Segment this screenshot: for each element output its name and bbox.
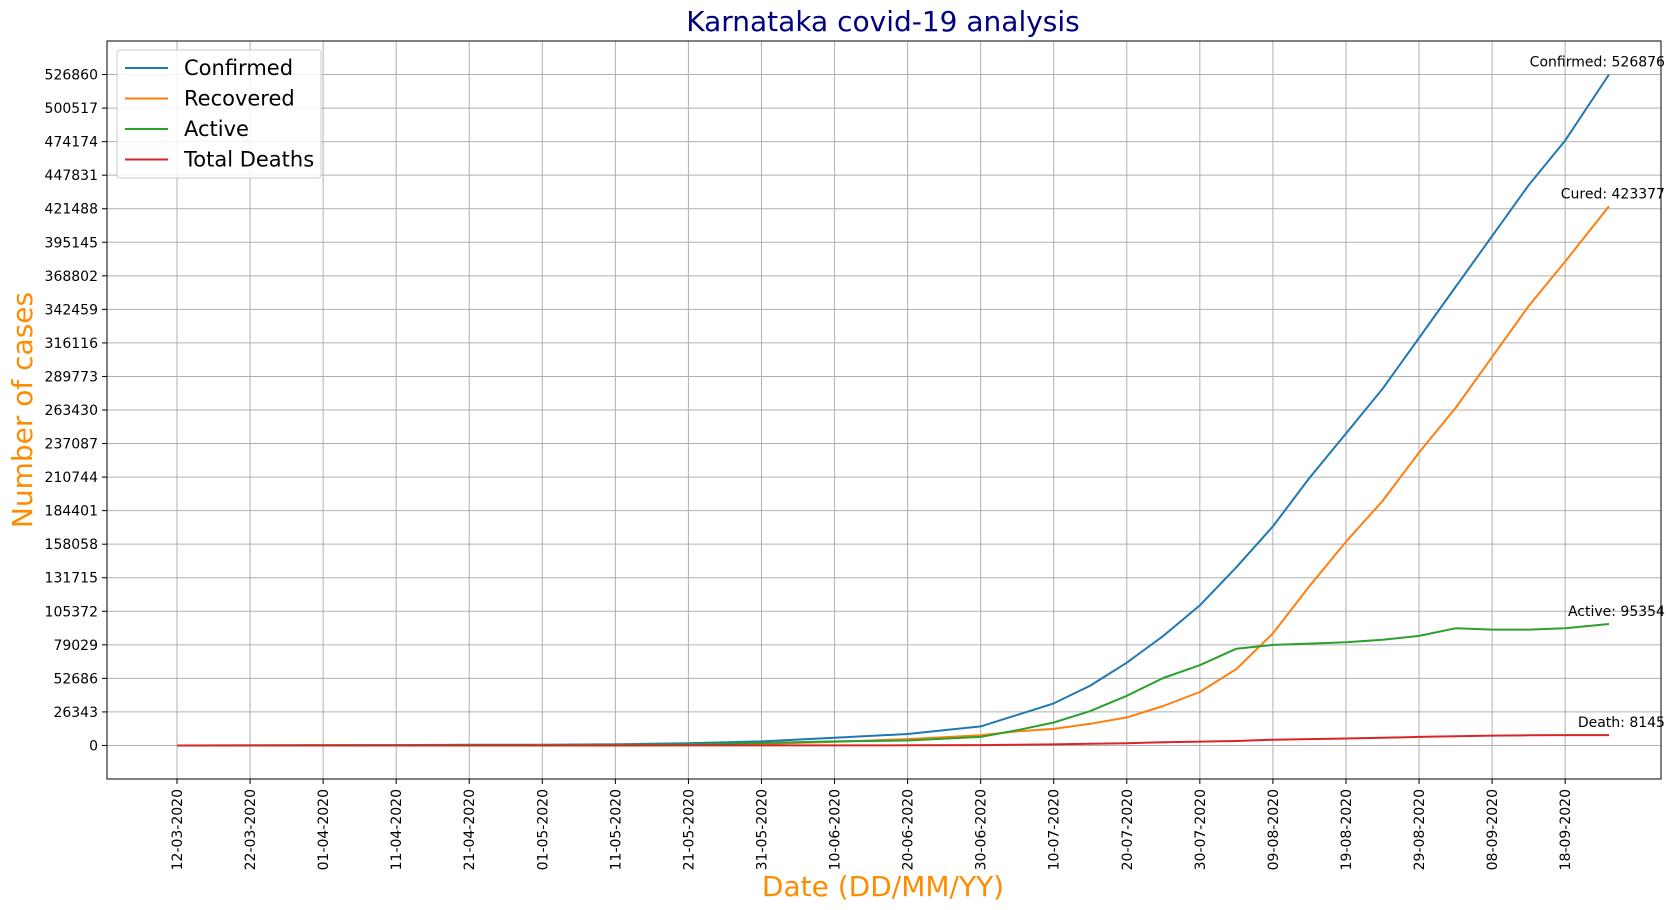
x-tick-label: 29-08-2020 [1412,789,1428,870]
x-tick-label: 21-04-2020 [462,789,478,870]
x-tick-label: 11-05-2020 [608,789,624,870]
grid-layer [107,41,1661,779]
chart-title: Karnataka covid-19 analysis [686,5,1080,38]
x-tick-label: 18-09-2020 [1558,789,1574,870]
x-tick-label: 31-05-2020 [754,789,770,870]
legend-label: Recovered [184,87,295,111]
x-tick-label: 30-07-2020 [1193,789,1209,870]
annotation-layer: Confirmed: 526876 Cured: 423377 Active: 95… [1530,55,1665,732]
y-tick-label: 52686 [53,671,98,687]
y-tick-label: 105372 [45,604,98,620]
y-tick-label: 342459 [45,302,98,318]
x-tick-label: 21-05-2020 [681,789,697,870]
annotation-label: Active: 95354 [1568,604,1665,620]
y-tick-label: 316116 [45,336,99,352]
y-tick-label: 210744 [45,470,99,486]
y-tick-label: 0 [89,738,98,754]
y-axis-label: Number of cases [6,292,39,528]
legend-label: Total Deaths [183,148,314,172]
y-tick-label: 474174 [45,135,99,151]
y-tick-label: 447831 [45,168,98,184]
x-tick-label: 20-06-2020 [901,789,917,870]
y-tick-label: 26343 [53,705,98,721]
y-tick-label: 237087 [45,437,98,453]
ticks-layer: 0 26343 52686 79029 105372 131715 158058 184401… [45,68,1575,871]
x-tick-label: 10-06-2020 [828,789,844,870]
series-line-recovered [177,205,1610,747]
y-tick-label: 368802 [45,269,98,285]
legend-label: Active [184,117,249,141]
x-axis-label: Date (DD/MM/YY) [762,870,1004,903]
series-layer [176,73,1610,747]
x-tick-label: 19-08-2020 [1339,789,1355,870]
legend-box [116,49,322,179]
x-tick-label: 10-07-2020 [1047,789,1063,870]
y-tick-label: 79029 [53,638,98,654]
legend-label: Confirmed [184,56,293,80]
x-tick-label: 22-03-2020 [243,789,259,870]
x-tick-label: 08-09-2020 [1485,789,1501,870]
y-tick-label: 421488 [45,202,98,218]
y-tick-label: 500517 [45,101,98,117]
y-tick-label: 289773 [45,369,98,385]
annotation-label: Cured: 423377 [1561,186,1665,202]
legend: Confirmed Recovered Active Total Deaths [116,49,322,179]
x-tick-label: 12-03-2020 [170,789,186,870]
annotation-label: Confirmed: 526876 [1530,55,1665,71]
x-tick-label: 11-04-2020 [389,789,405,870]
x-tick-label: 09-08-2020 [1266,789,1282,870]
x-tick-label: 20-07-2020 [1120,789,1136,870]
x-tick-label: 30-06-2020 [974,789,990,870]
y-tick-label: 184401 [45,504,98,520]
y-tick-label: 263430 [45,403,98,419]
x-tick-label: 01-05-2020 [535,789,551,870]
y-tick-label: 131715 [45,571,98,587]
series-line-active [176,623,1610,747]
y-tick-label: 395145 [45,235,98,251]
annotation-label: Death: 8145 [1578,715,1665,731]
x-tick-label: 01-04-2020 [316,789,332,870]
y-tick-label: 526860 [45,68,98,84]
y-tick-label: 158058 [45,537,98,553]
series-line-total-deaths [177,734,1609,747]
